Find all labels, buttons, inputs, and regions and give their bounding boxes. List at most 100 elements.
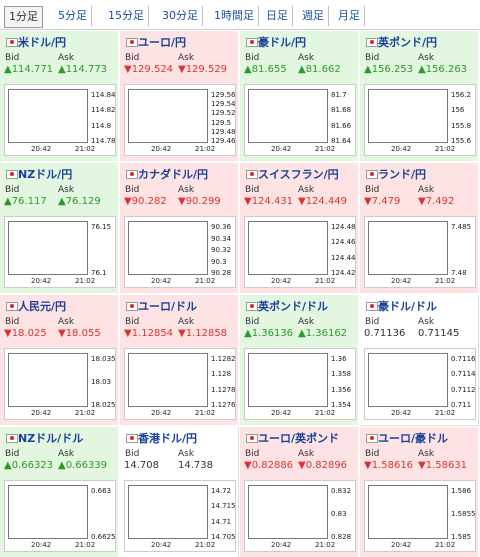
mini-chart[interactable]: 129.56 129.54 129.52 129.5 129.48 129.46 20:42…: [124, 84, 236, 156]
timeframe-tab[interactable]: 日足: [262, 6, 293, 26]
rate-tile[interactable]: ランド/円 Bid Ask ▼7.479 ▼7.492 7.485 7.48 20:42 21:…: [360, 163, 479, 294]
ask-label: Ask: [298, 53, 315, 63]
plot-area: [248, 89, 328, 143]
rate-tile[interactable]: NZドル/ドル Bid Ask ▲0.66323 ▲0.66339 0.663 0.6625…: [0, 427, 119, 557]
x-tick-label: 21:02: [435, 145, 456, 153]
y-tick-label: 124.48: [331, 223, 356, 231]
flag-icon: [366, 302, 378, 311]
mini-chart[interactable]: 0.7116 0.7114 0.7112 0.711 20:42 21:02: [364, 348, 476, 420]
mini-chart[interactable]: 156.2 156 155.8 155.6 20:42 21:02: [364, 84, 476, 156]
pair-name[interactable]: ランド/円: [378, 168, 427, 181]
plot-area: [128, 221, 208, 275]
bid-label: Bid: [365, 185, 380, 195]
rate-tile[interactable]: NZドル/円 Bid Ask ▲76.117 ▲76.129 76.15 76.1 20:42…: [0, 163, 119, 294]
ask-value: ▼1.58631: [418, 460, 468, 471]
mini-chart[interactable]: 81.7 81.68 81.66 81.64 20:42 21:02: [244, 84, 356, 156]
timeframe-tab[interactable]: 5分足: [54, 6, 92, 26]
y-tick-label: 1.585: [451, 533, 472, 541]
bid-value: ▼0.82886: [244, 460, 294, 471]
pair-name[interactable]: NZドル/円: [18, 168, 73, 181]
ask-label: Ask: [178, 53, 195, 63]
pair-name[interactable]: 豪ドル/円: [258, 36, 307, 49]
ask-value: ▼129.529: [178, 64, 228, 75]
bid-value: ▼1.12854: [124, 328, 174, 339]
x-tick-label: 21:02: [195, 541, 216, 549]
rate-tile[interactable]: 米ドル/円 Bid Ask ▲114.771 ▲114.773 114.84 114.82 1…: [0, 31, 119, 162]
bid-value: ▲81.655: [244, 64, 287, 75]
rate-tile[interactable]: 英ポンド/ドル Bid Ask ▲1.36136 ▲1.36162 1.36 1.358 1.…: [240, 295, 359, 426]
flag-icon: [126, 434, 138, 443]
mini-chart[interactable]: 18.035 18.03 18.025 20:42 21:02: [4, 348, 116, 420]
mini-chart[interactable]: 1.1282 1.128 1.1278 1.1276 20:42 21:02: [124, 348, 236, 420]
ask-value: ▲156.263: [418, 64, 468, 75]
pair-name[interactable]: NZドル/ドル: [18, 432, 84, 445]
ask-label: Ask: [178, 317, 195, 327]
x-tick-label: 21:02: [315, 409, 336, 417]
rate-tile[interactable]: ユーロ/円 Bid Ask ▼129.524 ▼129.529 129.56 129.54 1…: [120, 31, 239, 162]
rate-tile[interactable]: 人民元/円 Bid Ask ▼18.025 ▼18.055 18.035 18.03 18.0…: [0, 295, 119, 426]
mini-chart[interactable]: 1.36 1.358 1.356 1.354 20:42 21:02: [244, 348, 356, 420]
plot-area: [8, 221, 88, 275]
rate-tile[interactable]: ユーロ/英ポンド Bid Ask ▼0.82886 ▼0.82896 0.832 0.83 0…: [240, 427, 359, 557]
bid-value: ▲114.771: [4, 64, 54, 75]
mini-chart[interactable]: 76.15 76.1 20:42 21:02: [4, 216, 116, 288]
rate-tile[interactable]: 香港ドル/円 Bid Ask 14.708 14.738 14.72 14.715 14.71…: [120, 427, 239, 557]
rate-tile[interactable]: 英ポンド/円 Bid Ask ▲156.253 ▲156.263 156.2 156 155.…: [360, 31, 479, 162]
x-tick-label: 20:42: [151, 277, 172, 285]
y-tick-label: 1.5855: [451, 510, 476, 518]
pair-name[interactable]: 英ポンド/ドル: [258, 300, 329, 313]
pair-name[interactable]: 米ドル/円: [18, 36, 67, 49]
timeframe-tab[interactable]: 1分足: [4, 6, 43, 28]
bid-label: Bid: [245, 317, 260, 327]
x-tick-label: 21:02: [195, 145, 216, 153]
timeframe-tab[interactable]: 1時間足: [210, 6, 259, 26]
y-tick-label: 18.025: [91, 401, 116, 409]
y-tick-label: 0.83: [331, 510, 347, 518]
y-tick-label: 155.6: [451, 137, 472, 145]
timeframe-tab[interactable]: 15分足: [104, 6, 149, 26]
mini-chart[interactable]: 90.36 90.34 90.32 90.3 90.28 20:42 21:02: [124, 216, 236, 288]
pair-name[interactable]: 香港ドル/円: [138, 432, 198, 445]
mini-chart[interactable]: 1.586 1.5855 1.585 20:42 21:02: [364, 480, 476, 552]
pair-name[interactable]: スイスフラン/円: [258, 168, 339, 181]
mini-chart[interactable]: 7.485 7.48 20:42 21:02: [364, 216, 476, 288]
ask-value: ▲1.36162: [298, 328, 348, 339]
mini-chart[interactable]: 0.663 0.6625 20:42 21:02: [4, 480, 116, 552]
rate-tile[interactable]: 豪ドル/ドル Bid Ask 0.71136 0.71145 0.7116 0.7114 0.…: [360, 295, 479, 426]
y-tick-label: 124.46: [331, 238, 356, 247]
pair-name[interactable]: ユーロ/円: [138, 36, 187, 49]
x-tick-label: 21:02: [315, 277, 336, 285]
y-tick-label: 0.663: [91, 487, 112, 495]
mini-chart[interactable]: 114.84 114.82 114.8 114.78 20:42 21:02: [4, 84, 116, 156]
pair-name[interactable]: 英ポンド/円: [378, 36, 438, 49]
bid-label: Bid: [5, 449, 20, 459]
pair-name[interactable]: ユーロ/ドル: [138, 300, 198, 313]
ask-label: Ask: [298, 185, 315, 195]
ask-value: 14.738: [178, 460, 213, 471]
pair-name[interactable]: ユーロ/豪ドル: [378, 432, 449, 445]
rate-tile[interactable]: カナダドル/円 Bid Ask ▼90.282 ▼90.299 90.36 90.34 90.…: [120, 163, 239, 294]
rate-tile[interactable]: 豪ドル/円 Bid Ask ▲81.655 ▲81.662 81.7 81.68 81.66 8…: [240, 31, 359, 162]
x-tick-label: 21:02: [195, 277, 216, 285]
flag-icon: [366, 38, 378, 47]
pair-name[interactable]: 人民元/円: [18, 300, 67, 313]
pair-name[interactable]: カナダドル/円: [138, 168, 209, 181]
timeframe-tab[interactable]: 週足: [298, 6, 329, 26]
pair-name[interactable]: 豪ドル/ドル: [378, 300, 438, 313]
flag-icon: [246, 38, 258, 47]
pair-name[interactable]: ユーロ/英ポンド: [258, 432, 340, 445]
bid-label: Bid: [125, 185, 140, 195]
mini-chart[interactable]: 14.72 14.715 14.71 14.705 20:42 21:02: [124, 480, 236, 552]
rate-tile[interactable]: ユーロ/豪ドル Bid Ask ▼1.58616 ▼1.58631 1.586 1.5855…: [360, 427, 479, 557]
bid-label: Bid: [365, 53, 380, 63]
timeframe-tab[interactable]: 月足: [334, 6, 365, 26]
mini-chart[interactable]: 124.48 124.46 124.44 124.42 20:42 21:02: [244, 216, 356, 288]
rate-tile[interactable]: スイスフラン/円 Bid Ask ▼124.431 ▼124.449 124.48 124.…: [240, 163, 359, 294]
flag-icon: [6, 170, 18, 179]
rate-tile[interactable]: ユーロ/ドル Bid Ask ▼1.12854 ▼1.12858 1.1282 1.128 1…: [120, 295, 239, 426]
y-tick-label: 129.48: [211, 127, 236, 136]
mini-chart[interactable]: 0.832 0.83 0.828 20:42 21:02: [244, 480, 356, 552]
x-tick-label: 20:42: [31, 409, 52, 417]
timeframe-tab[interactable]: 30分足: [158, 6, 203, 26]
ask-label: Ask: [418, 185, 435, 195]
